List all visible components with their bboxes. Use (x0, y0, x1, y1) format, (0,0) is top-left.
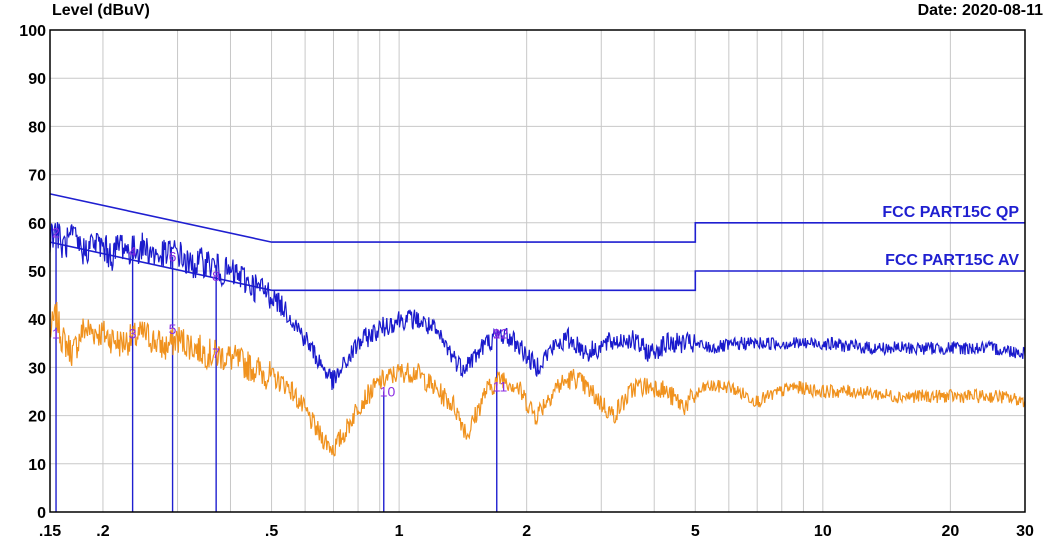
limit-lines (49, 193, 1025, 292)
x-tick-label: 20 (941, 523, 959, 540)
x-tick-label: .5 (265, 523, 278, 540)
y-tick-label: 30 (28, 360, 46, 377)
marker-label: 6 (169, 249, 177, 265)
marker-lines (55, 232, 498, 512)
data-series (49, 222, 1026, 457)
x-tick-label: 5 (691, 523, 700, 540)
x-tick-label: .15 (39, 523, 61, 540)
y-tick-label: 90 (28, 71, 46, 88)
marker-label: 5 (169, 321, 177, 337)
date-label: Date: 2020-08-11 (918, 2, 1044, 19)
marker-label: 1 (52, 326, 60, 342)
limit-line (49, 241, 1025, 292)
marker-label: 8 (212, 268, 220, 284)
marker-label: 7 (212, 345, 220, 361)
limit-label: FCC PART15C AV (885, 252, 1019, 269)
peak-trace (49, 222, 1026, 391)
average-trace (49, 301, 1026, 457)
x-tick-label: 30 (1016, 523, 1034, 540)
y-tick-label: 100 (19, 23, 46, 40)
y-tick-label: 70 (28, 168, 46, 185)
x-tick-label: 1 (395, 523, 404, 540)
x-tick-labels: .15 .2 .5 1 2 5 10 20 30 (39, 523, 1034, 540)
limit-labels: FCC PART15C QP FCC PART15C AV (882, 204, 1019, 269)
marker-label: 12 (493, 326, 509, 342)
y-tick-label: 60 (28, 216, 46, 233)
y-tick-label: 50 (28, 264, 46, 281)
marker-label: 9 (493, 326, 501, 342)
limit-label: FCC PART15C QP (882, 204, 1019, 221)
y-axis-label: Level (dBuV) (52, 2, 150, 19)
y-tick-label: 0 (37, 505, 46, 522)
marker-label: 11 (493, 379, 508, 395)
marker-label: 4 (129, 244, 137, 260)
y-tick-label: 80 (28, 119, 46, 136)
marker-label: 10 (380, 384, 396, 400)
y-tick-labels: 0 10 20 30 40 50 60 70 80 90 100 (19, 23, 46, 522)
limit-line (49, 193, 1025, 243)
x-tick-label: .2 (96, 523, 109, 540)
y-tick-label: 10 (28, 457, 46, 474)
marker-label: 2 (52, 224, 60, 240)
marker-label: 3 (129, 326, 137, 342)
y-tick-label: 20 (28, 409, 46, 426)
x-tick-label: 2 (522, 523, 531, 540)
y-tick-label: 40 (28, 312, 46, 329)
plot-frame (49, 29, 1026, 513)
x-tick-label: 10 (814, 523, 832, 540)
